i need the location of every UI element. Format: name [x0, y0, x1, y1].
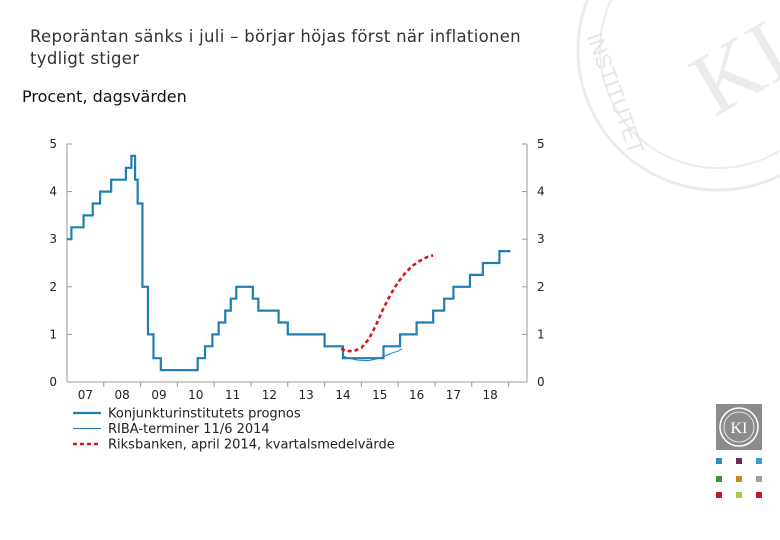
y-tick-label-left: 1 — [49, 327, 57, 341]
series-line-3 — [340, 254, 434, 353]
color-square — [736, 458, 742, 464]
color-square — [716, 458, 722, 464]
x-tick-label: 16 — [409, 388, 424, 402]
x-tick-label: 12 — [262, 388, 277, 402]
series-line-2 — [342, 348, 403, 362]
x-tick-label: 07 — [78, 388, 93, 402]
color-square — [736, 492, 742, 498]
legend-label-2: RIBA-terminer 11/6 2014 — [108, 422, 270, 437]
y-tick-label-right: 4 — [537, 185, 545, 199]
watermark-seal: KI INSTITUTET — [576, 0, 780, 192]
y-tick-label-left: 2 — [49, 280, 57, 294]
x-tick-label: 14 — [335, 388, 350, 402]
y-tick-label-right: 0 — [537, 375, 545, 389]
color-square — [756, 492, 762, 498]
chart-title: Reporäntan sänks i juli – börjar höjas f… — [30, 27, 521, 68]
y-tick-label-left: 5 — [49, 137, 57, 151]
x-tick-label: 08 — [115, 388, 130, 402]
series-line-1 — [67, 154, 511, 372]
legend: Konjunkturinstitutets prognosRIBA-termin… — [73, 407, 395, 453]
ki-logo-icon: KI — [716, 404, 762, 450]
y-tick-label-right: 5 — [537, 137, 545, 151]
x-tick-label: 10 — [188, 388, 203, 402]
y-tick-label-left: 3 — [49, 232, 57, 246]
series-layer — [67, 154, 511, 372]
y-tick-label-left: 0 — [49, 375, 57, 389]
x-tick-label: 17 — [446, 388, 461, 402]
y-tick-label-right: 2 — [537, 280, 545, 294]
color-square — [736, 476, 742, 482]
color-square — [756, 458, 762, 464]
legend-label-3: Riksbanken, april 2014, kvartalsmedelvär… — [108, 438, 395, 453]
legend-label-1: Konjunkturinstitutets prognos — [108, 407, 301, 422]
y-tick-label-right: 1 — [537, 327, 545, 341]
chart-subtitle: Procent, dagsvärden — [22, 87, 187, 106]
logo-text: KI — [731, 420, 748, 437]
color-squares — [716, 458, 766, 500]
x-tick-label: 18 — [483, 388, 498, 402]
color-square — [756, 476, 762, 482]
x-tick-label: 09 — [151, 388, 166, 402]
color-square — [716, 492, 722, 498]
chart-axes: 0 01 12 23 34 45 507 08 09 10 11 12 13 14 15 16 17 18 — [49, 137, 544, 402]
x-tick-label: 13 — [299, 388, 314, 402]
y-tick-label-left: 4 — [49, 185, 57, 199]
x-tick-label: 11 — [225, 388, 240, 402]
color-square — [716, 476, 722, 482]
y-tick-label-right: 3 — [537, 232, 545, 246]
x-tick-label: 15 — [372, 388, 387, 402]
